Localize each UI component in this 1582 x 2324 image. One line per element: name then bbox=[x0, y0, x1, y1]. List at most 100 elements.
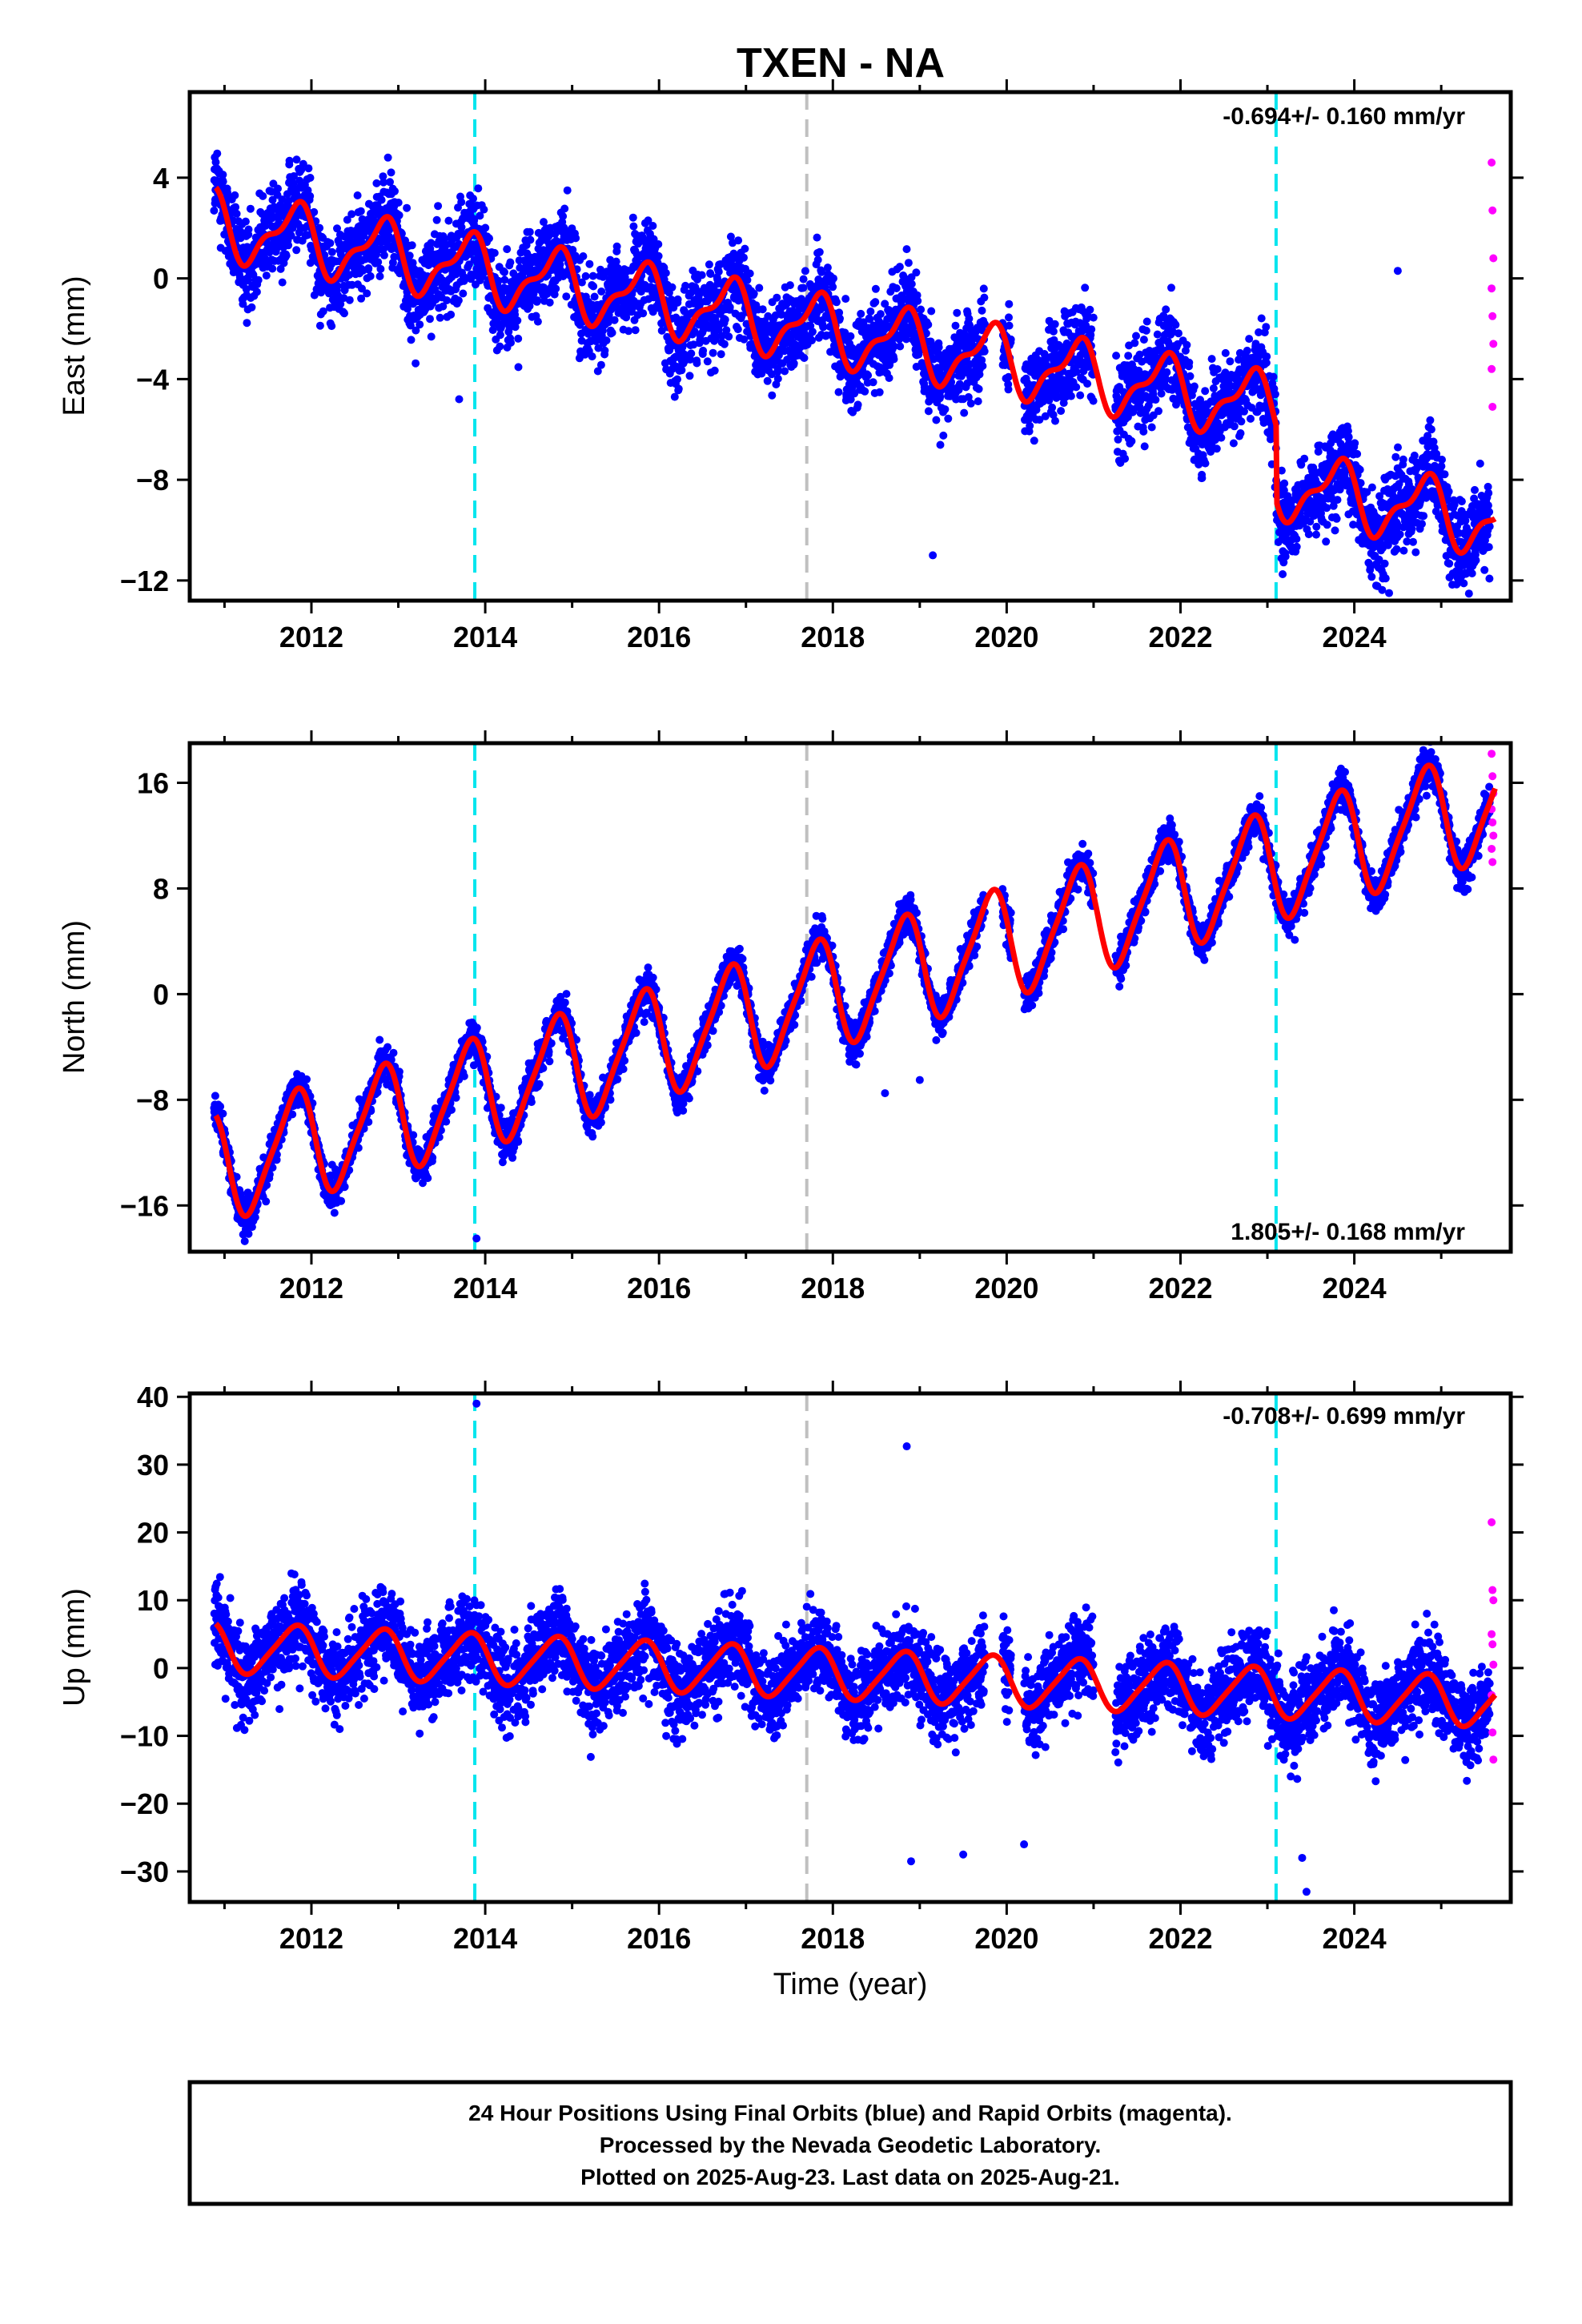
data-point bbox=[1090, 397, 1098, 405]
data-point bbox=[755, 284, 763, 292]
data-point bbox=[885, 374, 893, 382]
data-point bbox=[975, 385, 983, 393]
data-point bbox=[1217, 434, 1225, 442]
data-point bbox=[408, 241, 416, 249]
data-point bbox=[376, 265, 384, 273]
data-point bbox=[1438, 456, 1446, 464]
data-point bbox=[759, 305, 767, 313]
data-point bbox=[1445, 488, 1453, 496]
data-point bbox=[1154, 331, 1162, 339]
data-point bbox=[233, 210, 241, 218]
data-point bbox=[1124, 352, 1132, 360]
data-point bbox=[600, 347, 608, 355]
data-point bbox=[582, 272, 590, 280]
data-point bbox=[406, 251, 414, 259]
data-point bbox=[734, 325, 742, 333]
data-point bbox=[1081, 283, 1089, 292]
data-point bbox=[877, 310, 885, 318]
data-point bbox=[1051, 320, 1059, 328]
chart-title: TXEN - NA bbox=[737, 40, 945, 86]
data-point bbox=[1143, 318, 1151, 326]
data-point bbox=[1185, 359, 1193, 367]
data-point bbox=[364, 264, 372, 272]
data-point bbox=[925, 407, 933, 415]
data-point bbox=[1351, 439, 1359, 447]
data-point bbox=[1072, 383, 1080, 391]
data-point bbox=[245, 226, 253, 234]
data-point bbox=[1087, 325, 1095, 333]
data-point bbox=[1305, 530, 1313, 538]
data-point bbox=[1006, 322, 1014, 330]
east-panel: East (mm) 2012 2014 2016 2018 2020 2022 2024−1… bbox=[58, 79, 1524, 653]
data-point bbox=[1213, 444, 1221, 452]
data-point bbox=[213, 150, 221, 158]
data-point bbox=[1230, 440, 1238, 448]
data-point bbox=[693, 360, 701, 368]
data-point bbox=[864, 372, 872, 380]
data-point bbox=[613, 243, 621, 251]
data-point bbox=[597, 361, 605, 369]
data-point bbox=[1247, 415, 1255, 423]
data-point bbox=[1279, 570, 1287, 578]
data-point bbox=[506, 259, 514, 267]
data-point bbox=[632, 326, 640, 334]
data-point bbox=[1158, 390, 1166, 398]
data-point bbox=[284, 241, 292, 249]
data-point bbox=[480, 206, 488, 214]
data-point bbox=[316, 322, 324, 330]
data-point bbox=[306, 192, 314, 200]
data-point bbox=[952, 322, 960, 330]
data-point bbox=[242, 218, 250, 226]
data-point bbox=[709, 349, 717, 357]
data-point bbox=[800, 275, 808, 283]
data-point bbox=[496, 343, 504, 351]
data-point bbox=[1280, 480, 1288, 488]
data-point bbox=[293, 155, 301, 163]
data-point bbox=[740, 254, 748, 262]
data-point bbox=[841, 295, 849, 303]
data-point bbox=[980, 284, 988, 292]
data-point bbox=[1140, 336, 1148, 344]
data-point bbox=[304, 164, 312, 172]
data-point bbox=[391, 187, 399, 195]
data-point bbox=[1174, 329, 1182, 337]
data-point bbox=[268, 265, 276, 273]
data-point bbox=[1367, 573, 1375, 581]
data-point bbox=[639, 309, 647, 317]
data-point bbox=[372, 179, 380, 187]
data-point bbox=[937, 441, 945, 449]
data-point bbox=[1050, 328, 1058, 336]
data-point bbox=[903, 245, 911, 253]
data-point bbox=[1323, 521, 1331, 529]
data-point bbox=[871, 298, 879, 306]
data-point bbox=[662, 269, 670, 277]
data-point bbox=[813, 234, 821, 242]
data-point bbox=[611, 316, 619, 324]
data-point bbox=[890, 356, 898, 364]
data-point bbox=[774, 375, 782, 383]
data-point bbox=[1312, 531, 1320, 539]
data-point bbox=[1399, 456, 1407, 464]
data-point bbox=[1210, 384, 1218, 392]
data-point bbox=[741, 245, 749, 253]
data-point bbox=[669, 283, 677, 292]
data-point bbox=[1323, 504, 1331, 512]
data-point bbox=[1191, 383, 1199, 391]
data-point bbox=[1441, 470, 1449, 478]
data-point bbox=[395, 199, 403, 207]
data-point bbox=[396, 211, 404, 219]
data-point bbox=[328, 248, 336, 256]
data-point bbox=[1263, 352, 1271, 360]
data-point bbox=[1171, 321, 1179, 329]
data-point bbox=[247, 304, 255, 312]
data-point bbox=[1270, 373, 1278, 381]
data-point bbox=[1445, 560, 1453, 568]
data-point bbox=[869, 378, 877, 386]
data-point bbox=[629, 214, 637, 222]
data-point bbox=[917, 306, 925, 314]
data-point bbox=[1409, 538, 1417, 546]
data-point bbox=[481, 224, 489, 232]
data-point bbox=[1312, 523, 1320, 531]
data-point bbox=[1293, 543, 1301, 551]
data-point bbox=[231, 191, 239, 199]
